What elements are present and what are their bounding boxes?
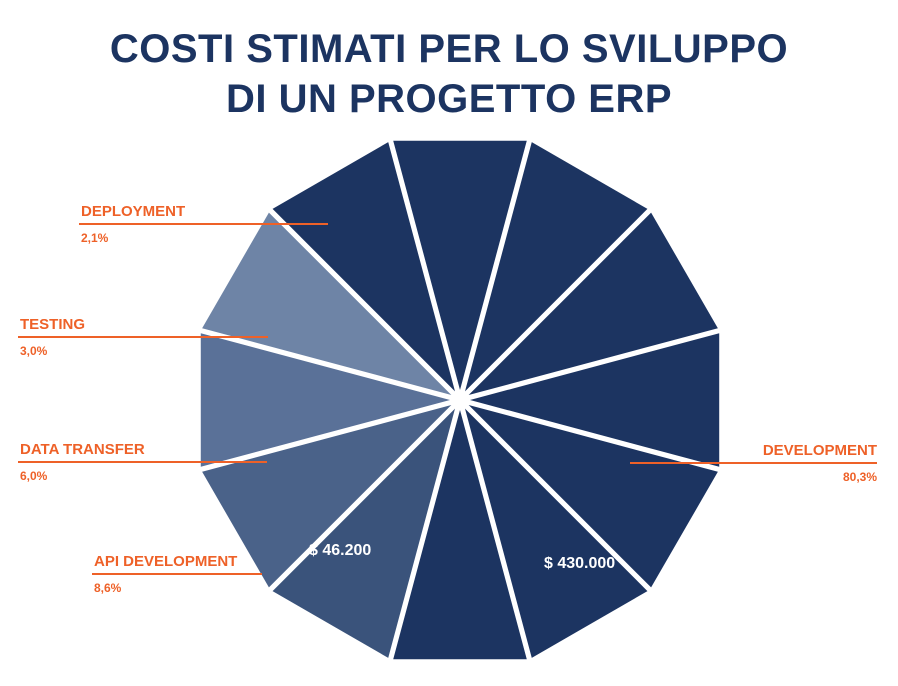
value-label-development: $ 430.000 <box>544 555 616 572</box>
legend-percent-data-transfer: 6,0% <box>20 469 48 483</box>
chart-title-line-1: COSTI STIMATI PER LO SVILUPPO <box>109 27 789 71</box>
leader-line-api-development <box>92 573 262 575</box>
legend-percent-development: 80,3% <box>842 470 877 484</box>
pie-wedge-testing <box>200 333 450 467</box>
pie-wedge-development <box>393 140 527 390</box>
legend-label-deployment: DEPLOYMENT <box>81 203 186 220</box>
legend-label-development: DEVELOPMENT <box>762 442 877 459</box>
pie-wedge-development <box>468 212 718 395</box>
pie-wedges <box>200 140 720 660</box>
legend-label-testing: TESTING <box>20 316 86 333</box>
pie-wedge-data-transfer <box>202 405 452 588</box>
leader-line-data-transfer <box>18 461 267 463</box>
pie-wedge-development <box>470 333 720 467</box>
pie-wedge-development <box>468 405 718 588</box>
chart-title: COSTI STIMATI PER LO SVILUPPO DI UN PROG… <box>0 24 898 124</box>
legend-label-data-transfer: DATA TRANSFER <box>20 441 145 458</box>
legend-percent-api-development: 8,6% <box>94 581 122 595</box>
chart-title-line-2: DI UN PROGETTO ERP <box>225 77 673 121</box>
pie-wedge-api-development <box>272 408 455 658</box>
legend-label-api-development: API DEVELOPMENT <box>94 553 238 570</box>
legend-percent-testing: 3,0% <box>20 344 48 358</box>
pie-wedge-development <box>465 408 648 658</box>
value-label-api-development: $ 46.200 <box>309 542 372 559</box>
leader-line-testing <box>18 336 268 338</box>
pie-wedge-development <box>465 142 648 392</box>
pie-wedge-development <box>393 410 527 660</box>
leader-line-deployment <box>79 223 328 225</box>
leader-line-development <box>630 462 877 464</box>
legend-percent-deployment: 2,1% <box>81 231 109 245</box>
pie-wedge-development <box>272 142 455 392</box>
pie-wedge-deployment <box>202 212 452 395</box>
